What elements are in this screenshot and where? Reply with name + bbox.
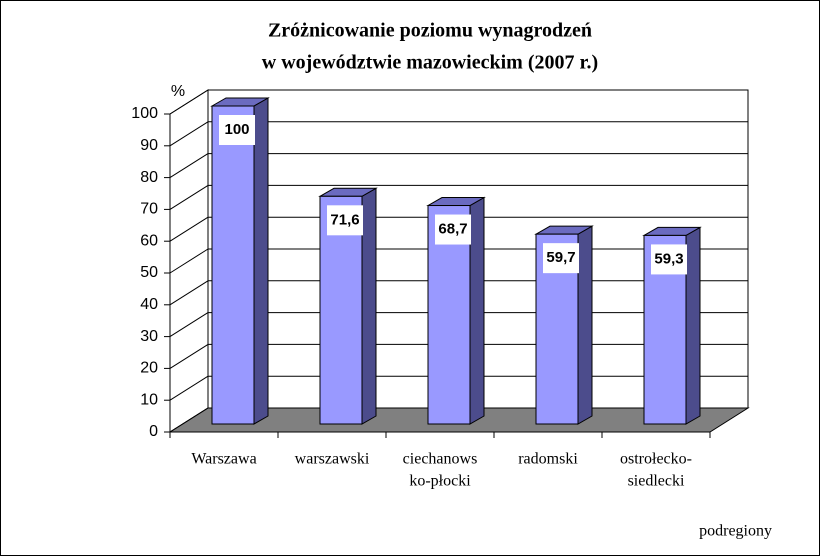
- bar-side: [253, 97, 269, 425]
- chart-title: w województwie mazowieckim (2007 r.): [262, 52, 598, 74]
- value-label: 71,6: [330, 211, 359, 228]
- y-tick-label: 60: [140, 232, 158, 249]
- grid-line: [169, 121, 209, 147]
- grid-line: [169, 375, 209, 401]
- grid-line: [169, 280, 209, 306]
- y-tick-label: 10: [140, 391, 158, 408]
- bar-side: [361, 187, 377, 425]
- x-tick-label: Warszawa: [191, 451, 256, 468]
- grid-line: [169, 248, 209, 274]
- x-axis-label: podregiony: [699, 523, 772, 540]
- y-tick-label: 30: [140, 328, 158, 345]
- x-tick-label: ostrołecko-: [620, 451, 692, 468]
- value-label-box: [327, 205, 363, 236]
- y-tick-label: 20: [140, 360, 158, 377]
- y-axis-label: %: [171, 83, 185, 100]
- y-tick-label: 90: [140, 137, 158, 154]
- y-tick-label: 50: [140, 264, 158, 281]
- bar-side: [577, 225, 593, 425]
- grid-line: [169, 407, 209, 433]
- chart-title: Zróżnicowanie poziomu wynagrodzeń: [268, 20, 592, 42]
- grid-line: [169, 184, 209, 210]
- y-tick-label: 70: [140, 201, 158, 218]
- value-label-box: [651, 244, 687, 275]
- bar-side: [469, 196, 485, 425]
- grid-line: [169, 89, 209, 115]
- x-tick-label: ciechanows: [403, 451, 478, 468]
- grid-line: [169, 312, 209, 338]
- x-tick-label: radomski: [518, 451, 578, 468]
- value-label: 68,7: [438, 221, 467, 238]
- value-label-box: [435, 214, 471, 245]
- y-tick-label: 0: [149, 423, 158, 440]
- x-tick-label: siedlecki: [628, 473, 685, 490]
- y-tick-label: 80: [140, 169, 158, 186]
- grid-line: [169, 343, 209, 369]
- bar: [211, 105, 255, 425]
- value-label-box: [543, 243, 579, 274]
- y-tick-label: 100: [131, 105, 158, 122]
- x-tick-label: warszawski: [295, 451, 370, 468]
- y-tick-label: 40: [140, 296, 158, 313]
- value-label: 100: [224, 121, 249, 138]
- grid-line: [169, 153, 209, 179]
- value-label-box: [219, 115, 255, 145]
- x-tick-label: ko-płocki: [409, 473, 471, 490]
- grid-line: [169, 216, 209, 242]
- value-label: 59,3: [654, 250, 683, 267]
- bar-side: [685, 226, 701, 425]
- value-label: 59,7: [546, 249, 575, 266]
